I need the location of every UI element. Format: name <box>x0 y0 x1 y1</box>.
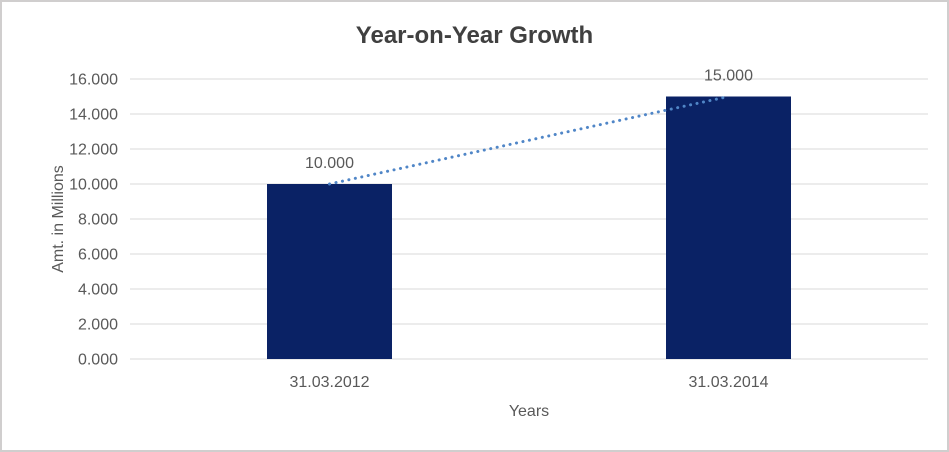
trendline <box>328 95 730 186</box>
y-tick-label: 0.000 <box>78 352 118 369</box>
x-tick-label: 31.03.2014 <box>688 374 768 391</box>
bar-31.03.2014 <box>666 96 791 359</box>
bar-31.03.2012 <box>267 184 392 359</box>
y-tick-label: 10.000 <box>69 177 118 194</box>
y-tick-label: 16.000 <box>69 72 118 89</box>
chart-title: Year-on-Year Growth <box>355 22 594 49</box>
data-label: 15.000 <box>704 68 753 85</box>
x-tick-label: 31.03.2012 <box>289 374 369 391</box>
data-label: 10.000 <box>305 155 354 172</box>
x-axis-title: Years <box>508 403 550 420</box>
y-tick-label: 12.000 <box>69 142 118 159</box>
y-tick-label: 6.000 <box>78 247 118 264</box>
y-tick-label: 14.000 <box>69 107 118 124</box>
y-tick-label: 8.000 <box>78 212 118 229</box>
y-tick-label: 4.000 <box>78 282 118 299</box>
y-tick-label: 2.000 <box>78 317 118 334</box>
